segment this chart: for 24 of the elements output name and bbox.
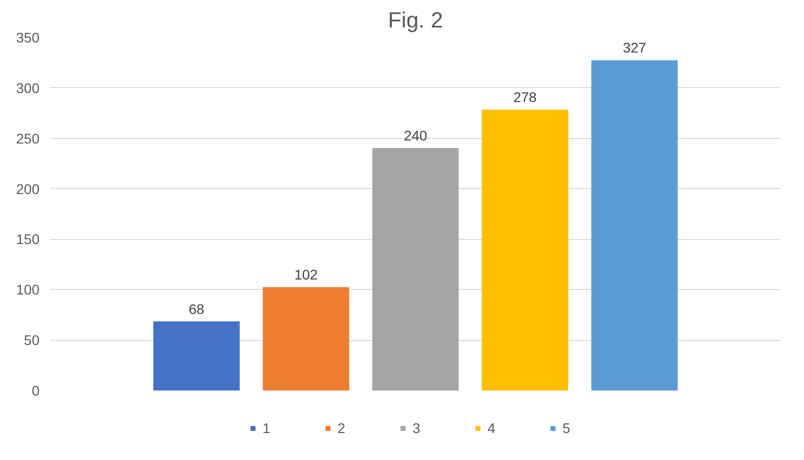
legend-label: 3 <box>412 420 422 436</box>
data-label: 102 <box>294 266 318 283</box>
y-tick-label: 0 <box>32 382 40 398</box>
data-label: 68 <box>188 300 204 317</box>
bar <box>153 321 240 390</box>
chart-title: Fig. 2 <box>388 8 444 32</box>
y-tick-label: 250 <box>16 130 40 146</box>
legend-label: 5 <box>562 420 572 436</box>
legend-label: 2 <box>338 420 346 436</box>
data-label: 327 <box>622 40 646 56</box>
y-tick-label: 350 <box>16 30 40 46</box>
y-tick-label: 150 <box>16 231 40 248</box>
y-tick-label: 100 <box>16 282 40 298</box>
legend-label: 4 <box>488 420 496 436</box>
legend-label: 1 <box>262 420 272 436</box>
y-tick-label: 300 <box>16 80 40 96</box>
bar <box>262 287 350 390</box>
y-tick-label: 50 <box>24 332 40 348</box>
data-label: 240 <box>404 127 428 144</box>
bar <box>482 110 568 390</box>
bar <box>372 148 459 390</box>
y-tick-label: 200 <box>16 180 40 197</box>
bar <box>591 60 678 390</box>
data-label: 278 <box>513 89 537 106</box>
